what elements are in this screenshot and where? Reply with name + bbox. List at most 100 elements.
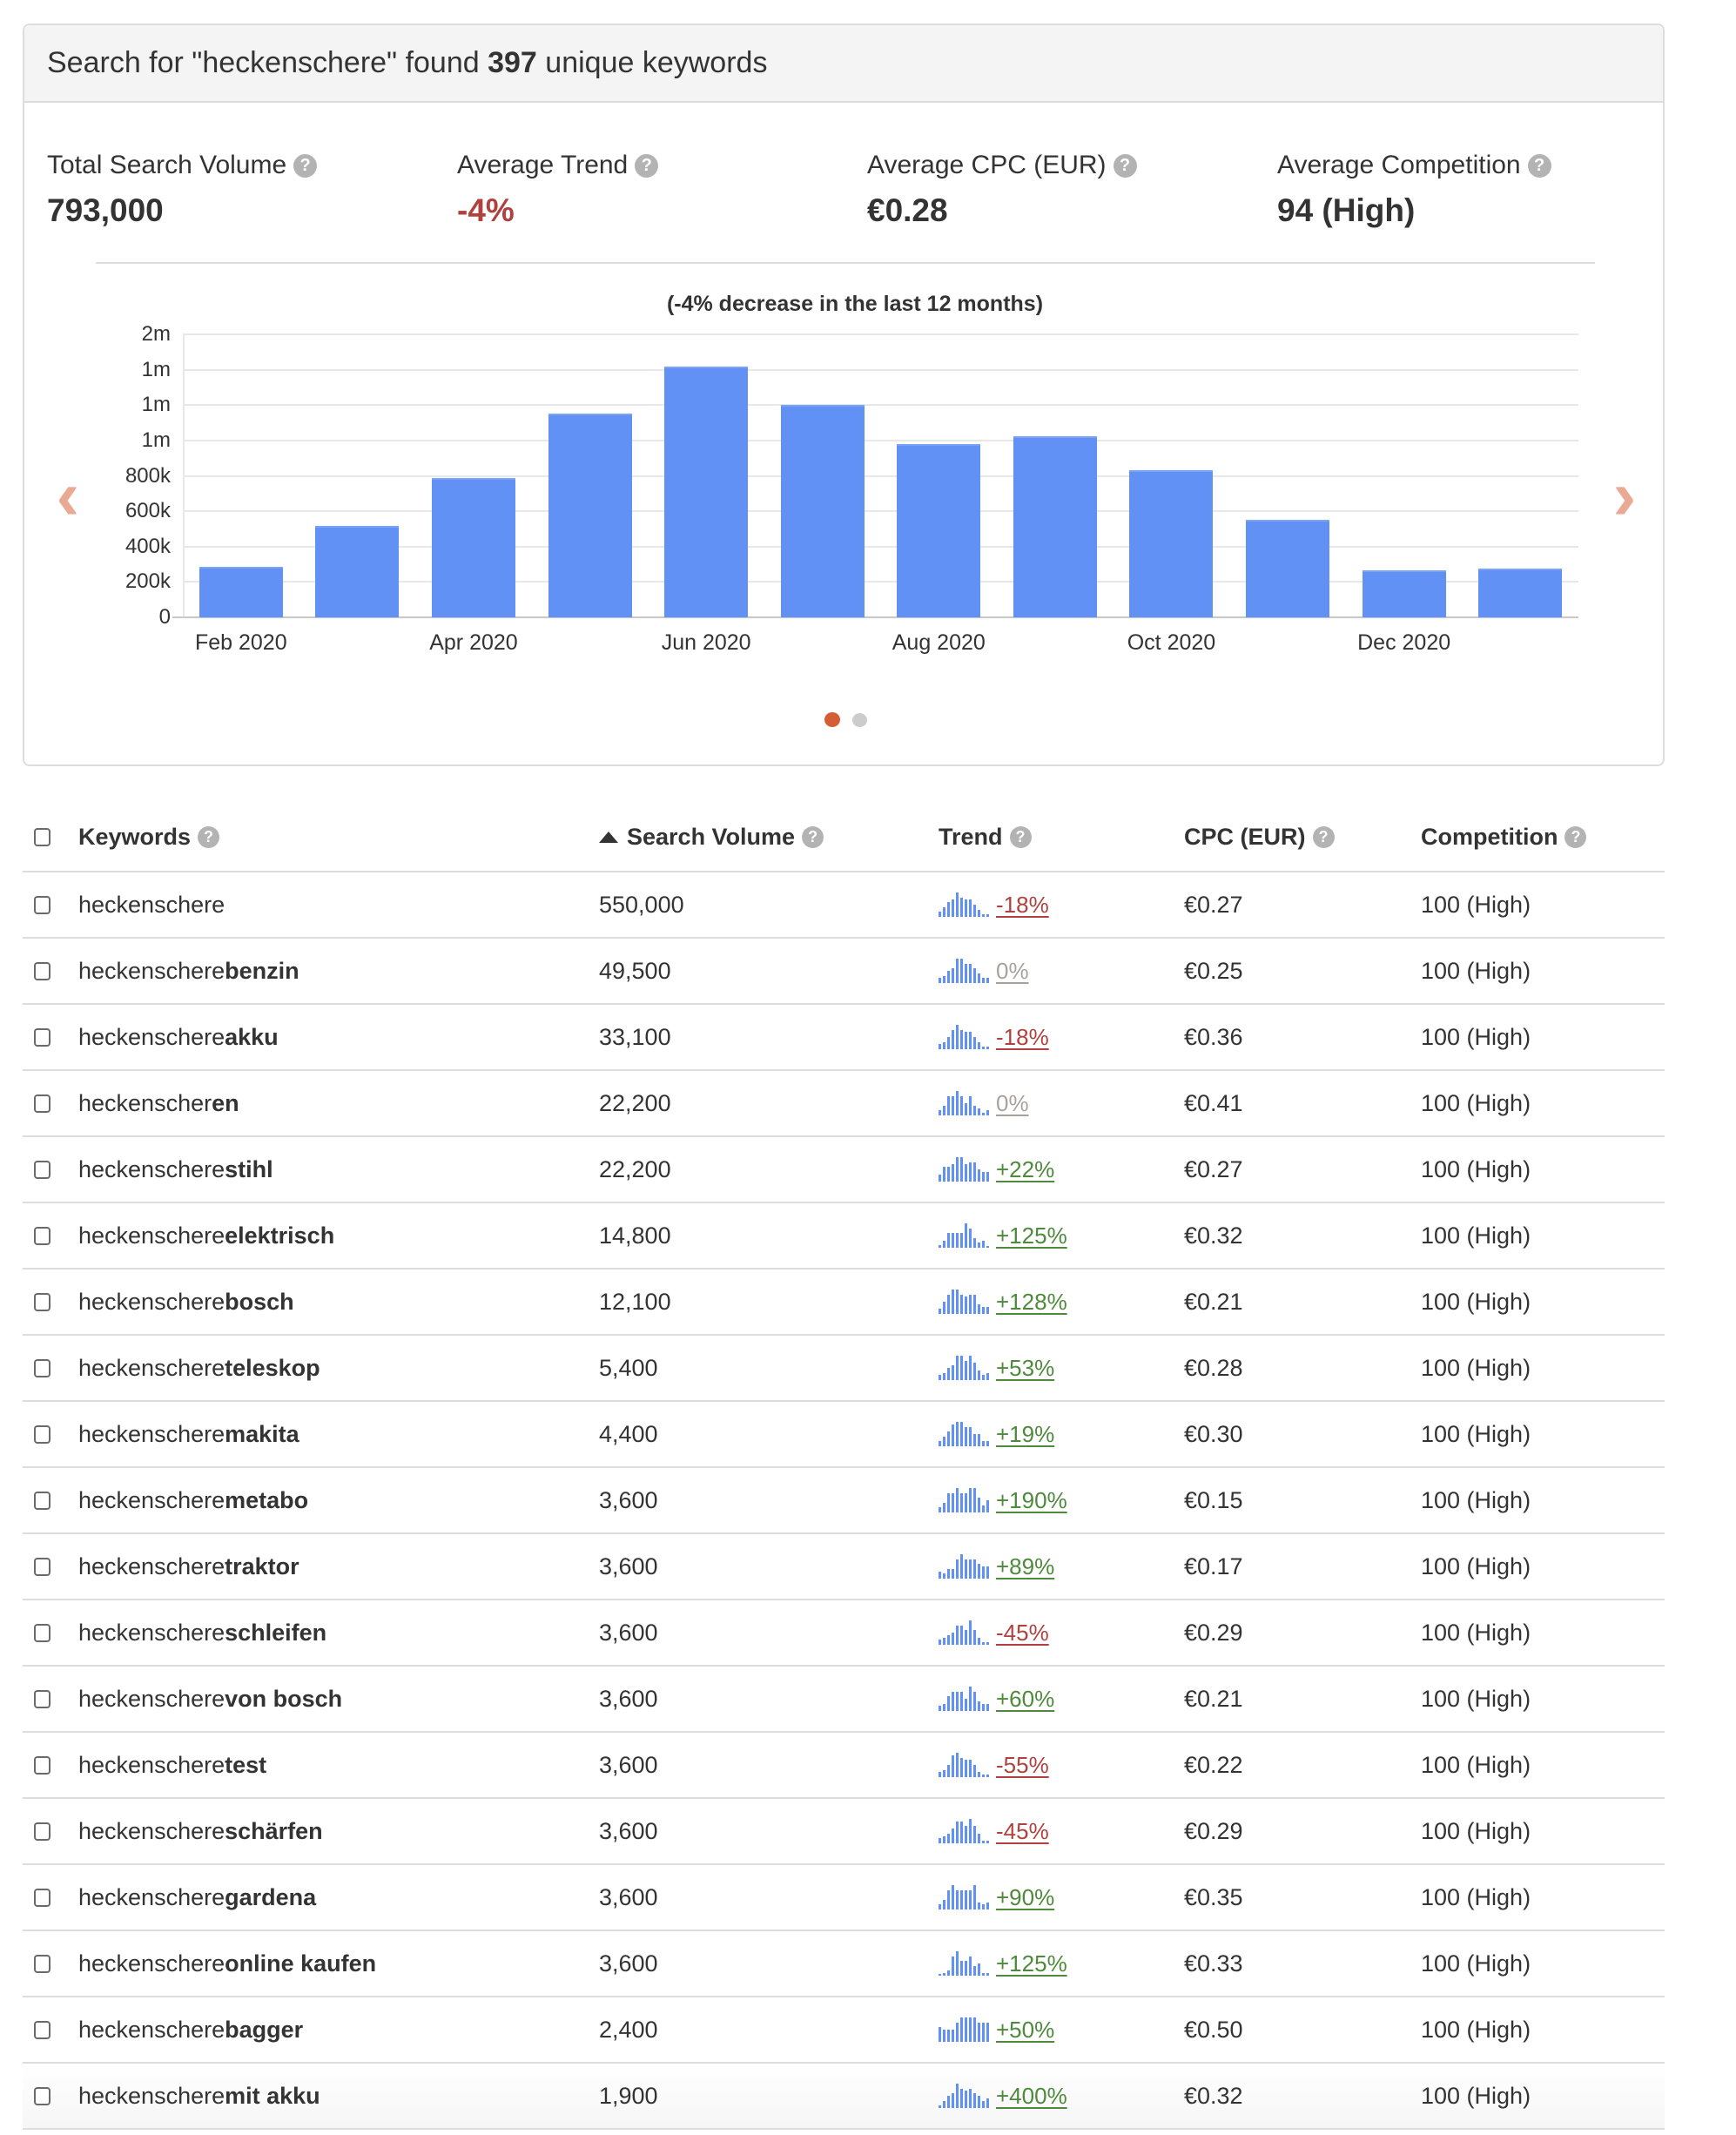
- trend-link[interactable]: -18%: [996, 891, 1049, 918]
- row-checkbox[interactable]: [34, 1292, 50, 1311]
- cpc-cell: €0.41: [1184, 1089, 1243, 1116]
- cpc-cell: €0.32: [1184, 1222, 1243, 1249]
- chart-bar[interactable]: [548, 414, 632, 617]
- row-checkbox[interactable]: [34, 1689, 50, 1708]
- chart-bar[interactable]: [780, 405, 865, 617]
- help-icon[interactable]: ?: [293, 153, 318, 178]
- chart-title: (-4% decrease in the last 12 months): [666, 292, 1044, 316]
- sort-ascending-icon: [599, 831, 618, 843]
- chart-next-arrow-icon[interactable]: ›: [1612, 456, 1637, 534]
- row-checkbox[interactable]: [34, 2020, 50, 2039]
- trend-link[interactable]: -45%: [996, 1619, 1049, 1646]
- trend-link[interactable]: +50%: [996, 2016, 1055, 2043]
- row-checkbox[interactable]: [34, 895, 50, 914]
- help-icon[interactable]: ?: [802, 825, 824, 848]
- trend-link[interactable]: +125%: [996, 1950, 1067, 1977]
- row-checkbox[interactable]: [34, 1755, 50, 1775]
- search-volume-cell: 1,900: [599, 2082, 658, 2109]
- row-select-cell: [34, 1931, 50, 1996]
- row-checkbox[interactable]: [34, 1822, 50, 1841]
- trend-link[interactable]: +19%: [996, 1420, 1055, 1447]
- row-checkbox[interactable]: [34, 1424, 50, 1444]
- keyword-cell: heckenschere test: [78, 1733, 266, 1797]
- help-icon[interactable]: ?: [1564, 825, 1587, 848]
- column-header-cpc[interactable]: CPC (EUR)?: [1184, 801, 1335, 872]
- carousel-dot-1[interactable]: [824, 712, 840, 727]
- row-checkbox[interactable]: [34, 1623, 50, 1642]
- row-checkbox[interactable]: [34, 1226, 50, 1245]
- row-checkbox[interactable]: [34, 1954, 50, 1973]
- row-checkbox[interactable]: [34, 961, 50, 980]
- help-icon[interactable]: ?: [1113, 153, 1137, 178]
- help-icon[interactable]: ?: [1527, 153, 1551, 178]
- trend-link[interactable]: +89%: [996, 1552, 1055, 1579]
- trend-sparkline-icon: [939, 2084, 989, 2108]
- keyword-base: heckenschere: [78, 957, 225, 984]
- select-all-checkbox[interactable]: [34, 827, 50, 846]
- column-header-trend[interactable]: Trend?: [939, 801, 1032, 872]
- row-checkbox[interactable]: [34, 1557, 50, 1576]
- trend-link[interactable]: +90%: [996, 1883, 1055, 1910]
- trend-link[interactable]: -18%: [996, 1023, 1049, 1050]
- chart-prev-arrow-icon[interactable]: ‹: [56, 456, 80, 534]
- row-checkbox[interactable]: [34, 1094, 50, 1113]
- chart-bar[interactable]: [431, 477, 515, 617]
- help-icon[interactable]: ?: [635, 153, 659, 178]
- help-icon[interactable]: ?: [198, 825, 220, 848]
- keyword-cell: heckenschere online kaufen: [78, 1931, 376, 1996]
- trend-link[interactable]: -55%: [996, 1751, 1049, 1778]
- trend-link[interactable]: 0%: [996, 1089, 1029, 1116]
- chart-bar[interactable]: [1246, 520, 1330, 617]
- column-header-keywords[interactable]: Keywords?: [78, 801, 220, 872]
- chart-bar[interactable]: [1013, 435, 1097, 617]
- chart-bar[interactable]: [1478, 569, 1563, 617]
- chart-bar[interactable]: [1129, 470, 1214, 617]
- trend-link[interactable]: +53%: [996, 1354, 1055, 1381]
- chart-bar[interactable]: [664, 366, 749, 617]
- row-checkbox[interactable]: [34, 2086, 50, 2105]
- chart-bar[interactable]: [198, 567, 283, 617]
- competition-cell: 100 (High): [1421, 1155, 1531, 1182]
- trend-link[interactable]: +128%: [996, 1288, 1067, 1315]
- cpc-cell: €0.36: [1184, 1023, 1243, 1050]
- keyword-base: heckenschere: [78, 1354, 225, 1381]
- search-volume-cell: 3,600: [599, 1619, 658, 1646]
- competition-cell: 100 (High): [1421, 1751, 1531, 1778]
- row-checkbox[interactable]: [34, 1358, 50, 1377]
- row-checkbox[interactable]: [34, 1491, 50, 1510]
- row-checkbox[interactable]: [34, 1160, 50, 1179]
- trend-link[interactable]: -45%: [996, 1817, 1049, 1844]
- stat-total-search-volume: Total Search Volume? 793,000: [47, 151, 318, 229]
- search-volume-cell: 3,600: [599, 1950, 658, 1977]
- keyword-modifier: akku: [225, 1023, 279, 1050]
- trend-link[interactable]: 0%: [996, 957, 1029, 984]
- stat-value: 94 (High): [1277, 192, 1416, 228]
- trend-sparkline-icon: [939, 959, 989, 983]
- keyword-modifier: traktor: [225, 1552, 299, 1579]
- column-header-search-volume[interactable]: Search Volume?: [599, 801, 824, 872]
- trend-link[interactable]: +125%: [996, 1222, 1067, 1249]
- help-icon[interactable]: ?: [1009, 825, 1032, 848]
- trend-link[interactable]: +400%: [996, 2082, 1067, 2109]
- column-header-competition[interactable]: Competition?: [1421, 801, 1587, 872]
- chart-bar[interactable]: [897, 443, 981, 617]
- cpc-cell: €0.21: [1184, 1288, 1243, 1315]
- trend-cell: +125%: [939, 1203, 1067, 1268]
- search-volume-cell: 5,400: [599, 1354, 658, 1381]
- trend-link[interactable]: +22%: [996, 1155, 1055, 1182]
- row-checkbox[interactable]: [34, 1888, 50, 1907]
- competition-cell: 100 (High): [1421, 1089, 1531, 1116]
- keyword-modifier: stihl: [225, 1155, 273, 1182]
- trend-sparkline-icon: [939, 1753, 989, 1777]
- row-select-cell: [34, 1203, 50, 1268]
- help-icon[interactable]: ?: [1312, 825, 1335, 848]
- row-select-cell: [34, 1071, 50, 1135]
- carousel-dot-2[interactable]: [852, 712, 867, 727]
- chart-bar[interactable]: [315, 526, 400, 617]
- chart-bar[interactable]: [1362, 569, 1446, 617]
- cpc-cell: €0.27: [1184, 891, 1243, 918]
- trend-link[interactable]: +190%: [996, 1486, 1067, 1513]
- trend-link[interactable]: +60%: [996, 1685, 1055, 1712]
- select-all-cell: [34, 801, 50, 872]
- row-checkbox[interactable]: [34, 1027, 50, 1047]
